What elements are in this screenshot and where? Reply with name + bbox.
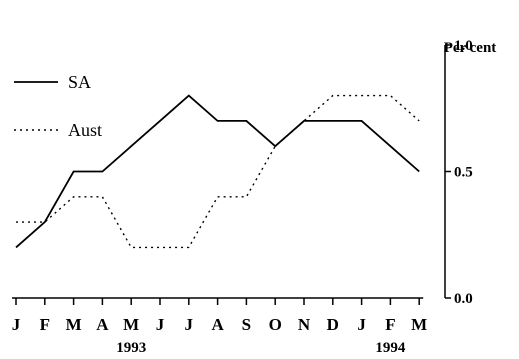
x-tick-label: D (327, 315, 339, 334)
x-tick-label: M (411, 315, 427, 334)
y-tick-label: 0.5 (454, 165, 473, 181)
y-tick-label: 0.0 (454, 291, 473, 307)
x-tick-label: F (40, 315, 50, 334)
x-tick-label: N (298, 315, 311, 334)
x-tick-label: O (269, 315, 282, 334)
x-year-label: 1994 (375, 340, 406, 354)
legend-label-aust: Aust (68, 120, 102, 140)
x-tick-label: A (96, 315, 109, 334)
x-tick-label: F (385, 315, 395, 334)
y-axis-title: Per cent (444, 40, 497, 56)
x-tick-label: J (185, 315, 194, 334)
x-tick-label: A (211, 315, 224, 334)
x-year-label: 1993 (116, 340, 146, 354)
x-tick-label: J (12, 315, 21, 334)
x-tick-label: M (123, 315, 139, 334)
x-tick-label: S (242, 315, 251, 334)
x-tick-label: J (156, 315, 165, 334)
x-tick-label: J (357, 315, 366, 334)
legend-label-sa: SA (68, 72, 91, 92)
series-line-sa (16, 96, 419, 248)
x-tick-label: M (66, 315, 82, 334)
